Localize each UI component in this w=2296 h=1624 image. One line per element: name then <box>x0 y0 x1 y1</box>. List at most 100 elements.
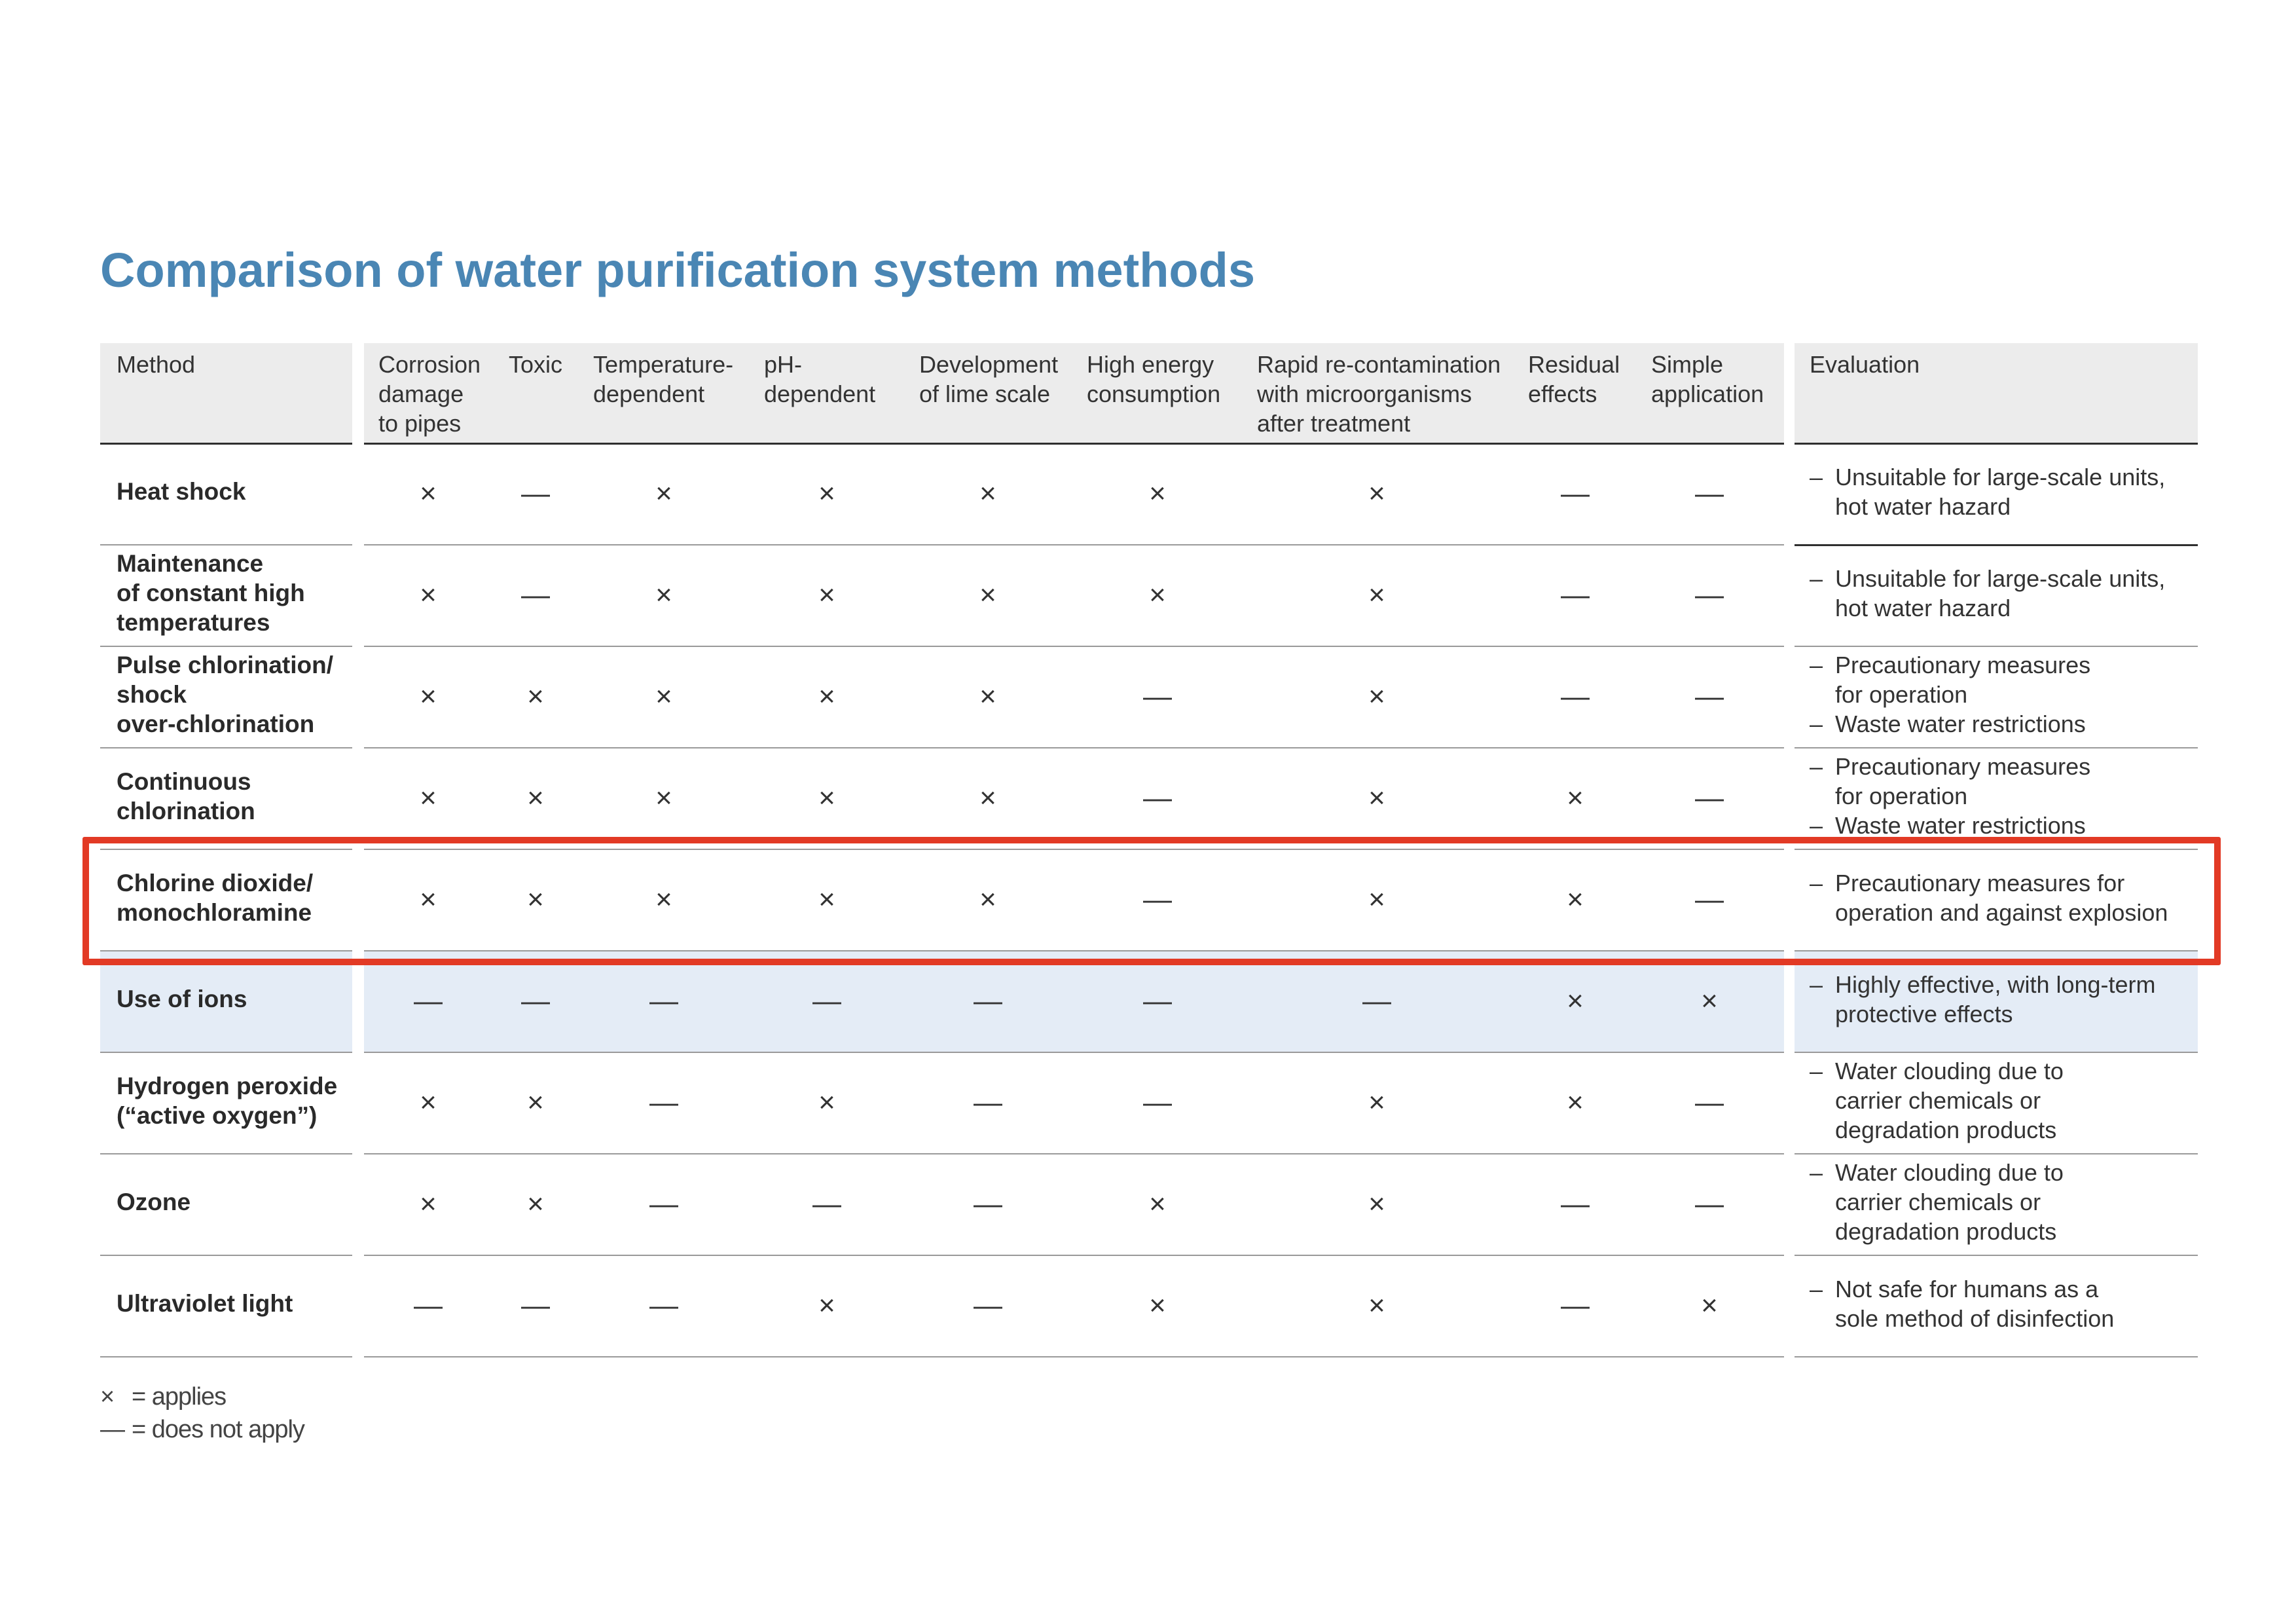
evaluation-text: Precautionary measures <box>1835 652 2091 678</box>
bullet-dash: – <box>1810 869 1823 896</box>
method-name: Ozone <box>117 1189 191 1215</box>
applies-mark: × <box>818 477 835 509</box>
applies-symbol: × <box>100 1383 115 1411</box>
not-applies-mark: — <box>1143 883 1172 915</box>
method-name: Pulse chlorination/ <box>117 652 333 678</box>
method-name: over-chlorination <box>117 710 315 737</box>
not-applies-mark: — <box>649 1187 678 1220</box>
applies-mark: × <box>979 781 996 814</box>
row-divider <box>1795 1255 2198 1256</box>
applies-mark: × <box>1368 1289 1385 1321</box>
method-name: shock <box>117 681 187 708</box>
row-divider <box>100 1356 352 1357</box>
applies-mark: × <box>655 477 672 509</box>
row-divider <box>364 1255 1784 1256</box>
evaluation-text: Unsuitable for large-scale units, <box>1835 564 2166 592</box>
applies-mark: × <box>818 680 835 712</box>
applies-mark: × <box>818 781 835 814</box>
method-name: Ultraviolet light <box>117 1290 293 1317</box>
applies-mark: × <box>527 1086 544 1118</box>
applies-mark: × <box>655 578 672 611</box>
bullet-dash: – <box>1810 463 1823 490</box>
row-divider <box>364 646 1784 647</box>
header-label: with microorganisms <box>1257 380 1472 407</box>
applies-mark: × <box>655 781 672 814</box>
header-label: Development <box>919 351 1059 378</box>
evaluation-text: protective effects <box>1835 1000 2013 1027</box>
row-divider <box>100 1255 352 1256</box>
row-divider <box>364 1356 1784 1357</box>
bullet-dash: – <box>1810 652 1823 678</box>
applies-mark: × <box>1149 477 1166 509</box>
row-divider <box>364 950 1784 951</box>
evaluation-text: degradation products <box>1835 1116 2057 1143</box>
applies-mark: × <box>1567 984 1584 1017</box>
evaluation-text: Precautionary measures <box>1835 753 2091 780</box>
applies-mark: × <box>818 1289 835 1321</box>
row-divider <box>1795 544 2198 546</box>
not-applies-mark: — <box>521 477 550 509</box>
header-label: effects <box>1528 380 1597 407</box>
header-label: Residual <box>1528 351 1620 378</box>
applies-mark: × <box>1368 1187 1385 1220</box>
shaded-band-evaluation <box>1795 951 2198 1052</box>
legend-text: = does not apply <box>132 1416 305 1443</box>
method-name: Hydrogen peroxide <box>117 1072 338 1099</box>
not-applies-mark: — <box>414 1289 443 1321</box>
not-applies-mark: — <box>974 1289 1002 1321</box>
applies-mark: × <box>420 477 437 509</box>
method-name: Heat shock <box>117 478 246 505</box>
not-applies-mark: — <box>974 1086 1002 1118</box>
header-method-cell <box>100 343 352 445</box>
not-applies-mark: — <box>1695 883 1724 915</box>
header-label: High energy <box>1087 351 1214 378</box>
applies-mark: × <box>1567 781 1584 814</box>
shaded-band-method <box>100 951 352 1052</box>
evaluation-text: Not safe for humans as a <box>1835 1275 2099 1302</box>
row-divider <box>100 1153 352 1154</box>
not-applies-mark: — <box>1695 1187 1724 1220</box>
applies-mark: × <box>1567 883 1584 915</box>
page-title: Comparison of water purification system … <box>100 243 1255 297</box>
applies-mark: × <box>1149 1289 1166 1321</box>
applies-mark: × <box>818 883 835 915</box>
evaluation-text: Water clouding due to <box>1835 1058 2064 1084</box>
method-name: Chlorine dioxide/ <box>117 869 314 896</box>
applies-mark: × <box>420 1086 437 1118</box>
evaluation-text: degradation products <box>1835 1218 2057 1245</box>
header-label: Toxic <box>509 351 563 378</box>
applies-mark: × <box>818 1086 835 1118</box>
header-label: Temperature- <box>593 351 734 378</box>
header-label: of lime scale <box>919 380 1051 407</box>
method-name: chlorination <box>117 797 255 824</box>
row-divider <box>1795 950 2198 951</box>
evaluation-text: hot water hazard <box>1835 594 2011 621</box>
row-divider <box>1795 1356 2198 1357</box>
not-applies-mark: — <box>1561 680 1590 712</box>
applies-mark: × <box>1701 1289 1718 1321</box>
row-divider <box>100 747 352 748</box>
applies-mark: × <box>527 883 544 915</box>
evaluation-text: Waste water restrictions <box>1835 710 2086 737</box>
header-label: Simple <box>1651 351 1724 378</box>
bullet-dash: – <box>1810 1275 1823 1302</box>
applies-mark: × <box>655 883 672 915</box>
bullet-dash: – <box>1810 753 1823 780</box>
not-applies-mark: — <box>414 984 443 1017</box>
applies-mark: × <box>979 578 996 611</box>
evaluation-text: Precautionary measures for <box>1835 869 2125 896</box>
not-applies-mark: — <box>521 1289 550 1321</box>
evaluation-text: for operation <box>1835 783 1968 809</box>
row-divider <box>100 1052 352 1053</box>
applies-mark: × <box>527 781 544 814</box>
bullet-dash: – <box>1810 710 1823 737</box>
not-applies-mark: — <box>1561 578 1590 611</box>
legend-text: = applies <box>132 1383 227 1411</box>
header-label: Evaluation <box>1810 351 1920 378</box>
applies-mark: × <box>1368 883 1385 915</box>
header-label: damage <box>378 380 464 407</box>
row-divider <box>1795 1153 2198 1154</box>
header-label: dependent <box>593 380 705 407</box>
header-label: to pipes <box>378 410 462 437</box>
evaluation-text: carrier chemicals or <box>1835 1189 2041 1215</box>
